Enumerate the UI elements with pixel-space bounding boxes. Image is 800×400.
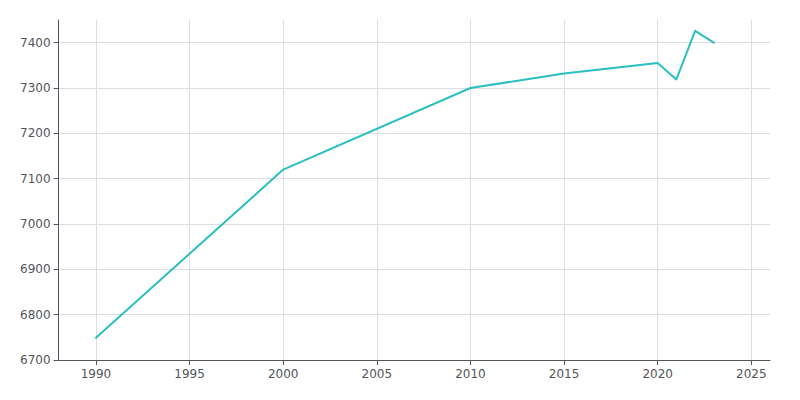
svg-text:1990: 1990 — [81, 367, 112, 381]
svg-text:2020: 2020 — [642, 367, 673, 381]
svg-text:6800: 6800 — [20, 308, 51, 322]
svg-text:6900: 6900 — [20, 262, 51, 276]
svg-text:7100: 7100 — [20, 172, 51, 186]
svg-text:2025: 2025 — [736, 367, 767, 381]
svg-text:2005: 2005 — [362, 367, 393, 381]
svg-text:7000: 7000 — [20, 217, 51, 231]
svg-text:6700: 6700 — [20, 353, 51, 367]
svg-text:1995: 1995 — [174, 367, 205, 381]
svg-text:2000: 2000 — [268, 367, 299, 381]
svg-text:7200: 7200 — [20, 126, 51, 140]
svg-text:2015: 2015 — [549, 367, 580, 381]
svg-text:7300: 7300 — [20, 81, 51, 95]
svg-text:2010: 2010 — [455, 367, 486, 381]
svg-text:7400: 7400 — [20, 36, 51, 50]
